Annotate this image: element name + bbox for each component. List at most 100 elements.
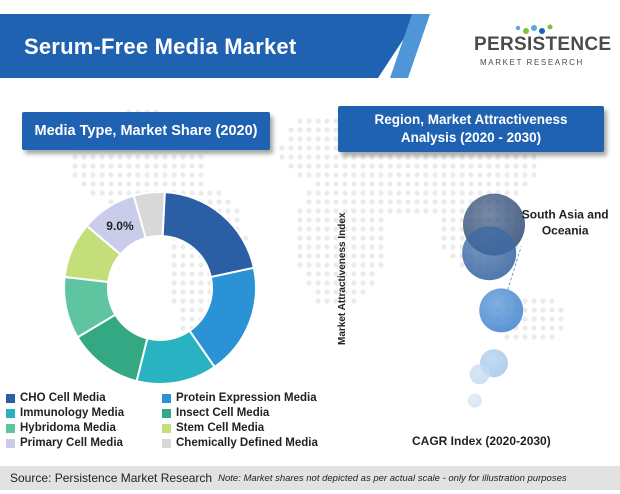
legend-swatch bbox=[162, 423, 171, 433]
map-dot bbox=[81, 181, 87, 187]
map-dot bbox=[495, 163, 501, 169]
map-dot bbox=[558, 307, 564, 313]
map-dot bbox=[522, 334, 528, 340]
map-dot bbox=[504, 334, 510, 340]
map-dot bbox=[342, 199, 348, 205]
map-dot bbox=[279, 154, 285, 160]
map-dot bbox=[324, 298, 330, 304]
map-dot bbox=[315, 163, 321, 169]
map-dot bbox=[405, 154, 411, 160]
map-dot bbox=[531, 163, 537, 169]
map-dot bbox=[468, 190, 474, 196]
map-dot bbox=[405, 208, 411, 214]
map-dot bbox=[189, 163, 195, 169]
map-dot bbox=[369, 235, 375, 241]
map-dot bbox=[459, 235, 465, 241]
map-dot bbox=[387, 190, 393, 196]
map-dot bbox=[360, 289, 366, 295]
attractiveness-bubble-chart: Market Attractiveness Index CAGR Index (… bbox=[337, 193, 609, 448]
map-dot bbox=[333, 253, 339, 259]
map-dot bbox=[369, 217, 375, 223]
map-dot bbox=[315, 208, 321, 214]
map-dot bbox=[441, 208, 447, 214]
map-dot bbox=[432, 190, 438, 196]
map-dot bbox=[414, 190, 420, 196]
map-dot bbox=[324, 289, 330, 295]
map-dot bbox=[333, 136, 339, 142]
region-heading-line1: Region, Market Attractiveness bbox=[374, 112, 568, 127]
map-dot bbox=[333, 145, 339, 151]
map-dot bbox=[378, 181, 384, 187]
map-dot bbox=[441, 226, 447, 232]
legend-label: Immunology Media bbox=[20, 407, 125, 419]
map-dot bbox=[72, 163, 78, 169]
map-dot bbox=[486, 172, 492, 178]
map-dot bbox=[522, 163, 528, 169]
map-dot bbox=[414, 154, 420, 160]
map-dot bbox=[315, 244, 321, 250]
map-dot bbox=[531, 154, 537, 160]
map-dot bbox=[396, 190, 402, 196]
map-dot bbox=[117, 163, 123, 169]
map-dot bbox=[324, 208, 330, 214]
map-dot bbox=[315, 271, 321, 277]
map-dot bbox=[342, 172, 348, 178]
map-dot bbox=[81, 163, 87, 169]
map-dot bbox=[369, 163, 375, 169]
map-dot bbox=[531, 298, 537, 304]
map-dot bbox=[423, 190, 429, 196]
map-dot bbox=[315, 190, 321, 196]
map-dot bbox=[396, 154, 402, 160]
map-dot bbox=[189, 307, 195, 313]
map-dot bbox=[378, 226, 384, 232]
map-dot bbox=[90, 163, 96, 169]
map-dot bbox=[396, 181, 402, 187]
map-dot bbox=[387, 181, 393, 187]
map-dot bbox=[162, 172, 168, 178]
map-dot bbox=[360, 217, 366, 223]
bubble-point bbox=[462, 226, 517, 281]
map-dot bbox=[324, 217, 330, 223]
map-dot bbox=[324, 280, 330, 286]
map-dot bbox=[522, 154, 528, 160]
map-dot bbox=[306, 199, 312, 205]
map-dot bbox=[504, 163, 510, 169]
map-dot bbox=[306, 163, 312, 169]
map-dot bbox=[324, 154, 330, 160]
legend-label: Chemically Defined Media bbox=[176, 437, 318, 449]
map-dot bbox=[450, 172, 456, 178]
map-dot bbox=[459, 208, 465, 214]
map-dot bbox=[360, 172, 366, 178]
map-dot bbox=[99, 172, 105, 178]
map-dot bbox=[189, 262, 195, 268]
map-dot bbox=[324, 163, 330, 169]
map-dot bbox=[180, 316, 186, 322]
map-dot bbox=[180, 181, 186, 187]
map-dot bbox=[342, 181, 348, 187]
x-axis-label: CAGR Index (2020-2030) bbox=[412, 434, 551, 448]
map-dot bbox=[207, 199, 213, 205]
map-dot bbox=[423, 208, 429, 214]
map-dot bbox=[378, 199, 384, 205]
map-dot bbox=[162, 163, 168, 169]
map-dot bbox=[135, 172, 141, 178]
map-dot bbox=[198, 307, 204, 313]
map-dot bbox=[198, 298, 204, 304]
map-dot bbox=[360, 271, 366, 277]
map-dot bbox=[360, 208, 366, 214]
map-dot bbox=[315, 253, 321, 259]
map-dot bbox=[432, 199, 438, 205]
map-dot bbox=[351, 217, 357, 223]
map-dot bbox=[531, 334, 537, 340]
map-dot bbox=[342, 280, 348, 286]
map-dot bbox=[126, 190, 132, 196]
map-dot bbox=[450, 181, 456, 187]
map-dot bbox=[522, 181, 528, 187]
map-dot bbox=[315, 181, 321, 187]
map-dot bbox=[189, 289, 195, 295]
map-dot bbox=[369, 226, 375, 232]
map-dot bbox=[324, 172, 330, 178]
page-title: Serum-Free Media Market bbox=[24, 34, 297, 59]
map-dot bbox=[153, 181, 159, 187]
logo: PERSISTENCE MARKET RESEARCH bbox=[470, 22, 611, 72]
